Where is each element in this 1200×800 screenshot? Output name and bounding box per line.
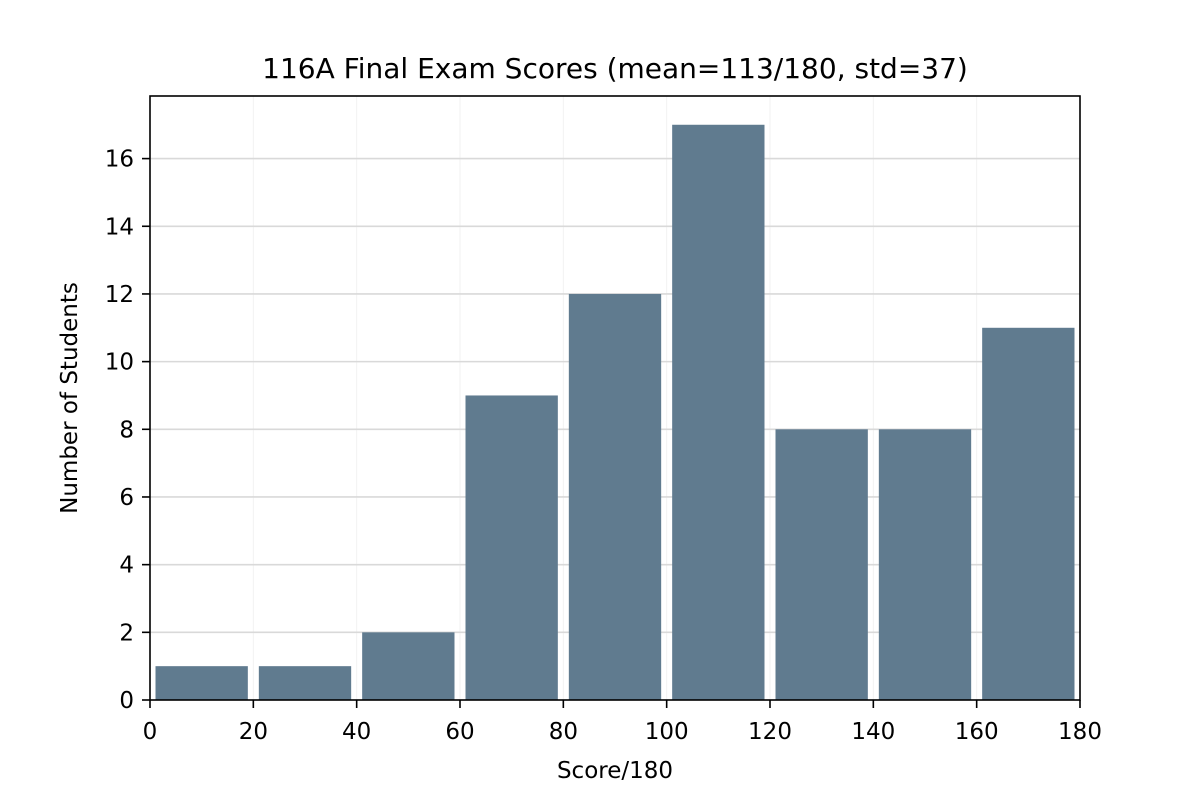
x-tick-label: 40 bbox=[342, 719, 371, 745]
histogram-bar bbox=[878, 429, 972, 700]
x-tick-label: 120 bbox=[748, 719, 792, 745]
y-tick-label: 8 bbox=[119, 417, 134, 443]
x-tick-label: 100 bbox=[645, 719, 689, 745]
histogram-bar bbox=[155, 666, 248, 700]
bars bbox=[155, 124, 1075, 700]
plot-frame bbox=[149, 95, 1081, 701]
y-axis-label: Number of Students bbox=[57, 282, 83, 514]
y-axis-ticks: 0 2 4 6 8 10 12 14 16 bbox=[105, 147, 150, 714]
histogram-bar bbox=[672, 124, 765, 700]
x-tick-label: 140 bbox=[851, 719, 895, 745]
histogram-bar bbox=[982, 327, 1075, 700]
y-tick-label: 6 bbox=[119, 485, 134, 511]
y-tick-label: 4 bbox=[119, 553, 134, 579]
y-tick-label: 16 bbox=[105, 147, 134, 173]
histogram-bar bbox=[568, 293, 662, 700]
histogram-bar bbox=[465, 395, 558, 700]
y-tick-label: 2 bbox=[119, 620, 134, 646]
histogram-bar bbox=[362, 632, 455, 700]
x-axis-label: Score/180 bbox=[557, 758, 673, 784]
x-tick-label: 60 bbox=[445, 719, 474, 745]
y-tick-label: 12 bbox=[105, 282, 134, 308]
x-axis-ticks: 0 20 40 60 80 100 120 140 160 180 bbox=[143, 700, 1102, 745]
y-tick-label: 14 bbox=[105, 214, 134, 240]
x-tick-label: 160 bbox=[955, 719, 999, 745]
y-tick-label: 10 bbox=[105, 350, 134, 376]
chart-title: 116A Final Exam Scores (mean=113/180, st… bbox=[262, 52, 968, 85]
y-tick-label: 0 bbox=[119, 688, 134, 714]
histogram-bar bbox=[775, 429, 868, 700]
plot-area: 0 20 40 60 80 100 120 140 160 180 0 2 4 6 8 10 12 14 16 bbox=[105, 95, 1102, 745]
x-tick-label: 0 bbox=[143, 719, 158, 745]
x-tick-label: 180 bbox=[1058, 719, 1102, 745]
histogram-bar bbox=[258, 666, 352, 700]
x-tick-label: 80 bbox=[549, 719, 578, 745]
x-tick-label: 20 bbox=[239, 719, 268, 745]
